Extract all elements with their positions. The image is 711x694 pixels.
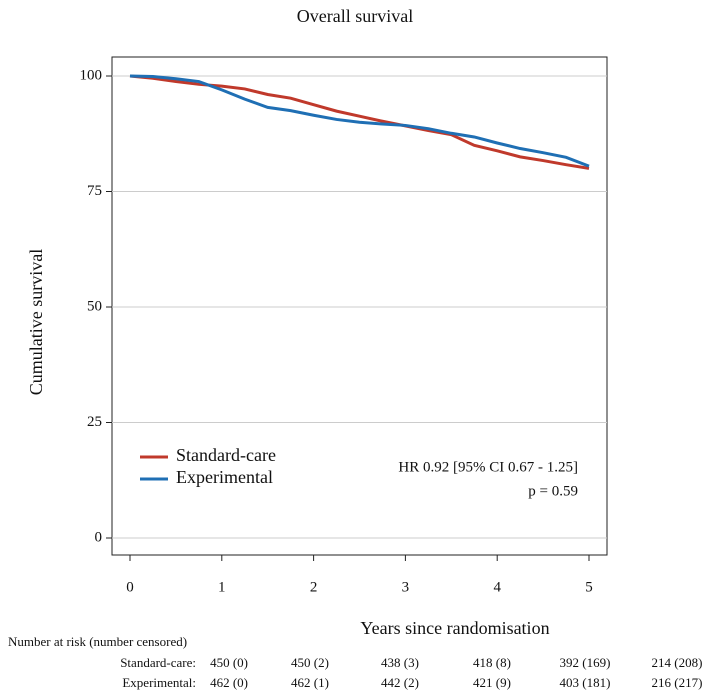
annotation: HR 0.92 [95% CI 0.67 - 1.25] bbox=[398, 459, 578, 475]
risk-cell: 403 (181) bbox=[560, 675, 611, 690]
survival-line bbox=[129, 74, 590, 168]
risk-row-label: Standard-care: bbox=[120, 655, 196, 670]
y-tick-label: 0 bbox=[95, 529, 103, 545]
x-tick-label: 5 bbox=[585, 579, 593, 595]
legend-label: Standard-care bbox=[176, 445, 276, 465]
annotation: p = 0.59 bbox=[528, 483, 578, 499]
x-tick-label: 4 bbox=[493, 579, 501, 595]
y-axis-label: Cumulative survival bbox=[26, 249, 46, 395]
x-tick-label: 1 bbox=[218, 579, 226, 595]
risk-cell: 438 (3) bbox=[381, 655, 419, 670]
legend-label: Experimental bbox=[176, 467, 273, 487]
plot-frame bbox=[111, 56, 608, 556]
risk-cell: 214 (208) bbox=[652, 655, 703, 670]
risk-cell: 462 (0) bbox=[210, 675, 248, 690]
risk-cell: 392 (169) bbox=[560, 655, 611, 670]
risk-cell: 216 (217) bbox=[652, 675, 703, 690]
x-tick-label: 3 bbox=[402, 579, 410, 595]
y-tick-label: 100 bbox=[80, 67, 103, 83]
x-tick-label: 0 bbox=[126, 579, 134, 595]
y-tick-label: 50 bbox=[87, 298, 102, 314]
chart-title: Overall survival bbox=[297, 6, 413, 26]
y-tick-label: 75 bbox=[87, 183, 102, 199]
risk-cell: 421 (9) bbox=[473, 675, 511, 690]
risk-cell: 462 (1) bbox=[291, 675, 329, 690]
risk-cell: 450 (2) bbox=[291, 655, 329, 670]
y-tick-label: 25 bbox=[87, 414, 102, 430]
x-tick-label: 2 bbox=[310, 579, 318, 595]
risk-cell: 418 (8) bbox=[473, 655, 511, 670]
risk-table-title: Number at risk (number censored) bbox=[8, 634, 187, 649]
risk-row-label: Experimental: bbox=[122, 675, 196, 690]
risk-cell: 450 (0) bbox=[210, 655, 248, 670]
x-axis-label: Years since randomisation bbox=[360, 618, 549, 638]
risk-cell: 442 (2) bbox=[381, 675, 419, 690]
